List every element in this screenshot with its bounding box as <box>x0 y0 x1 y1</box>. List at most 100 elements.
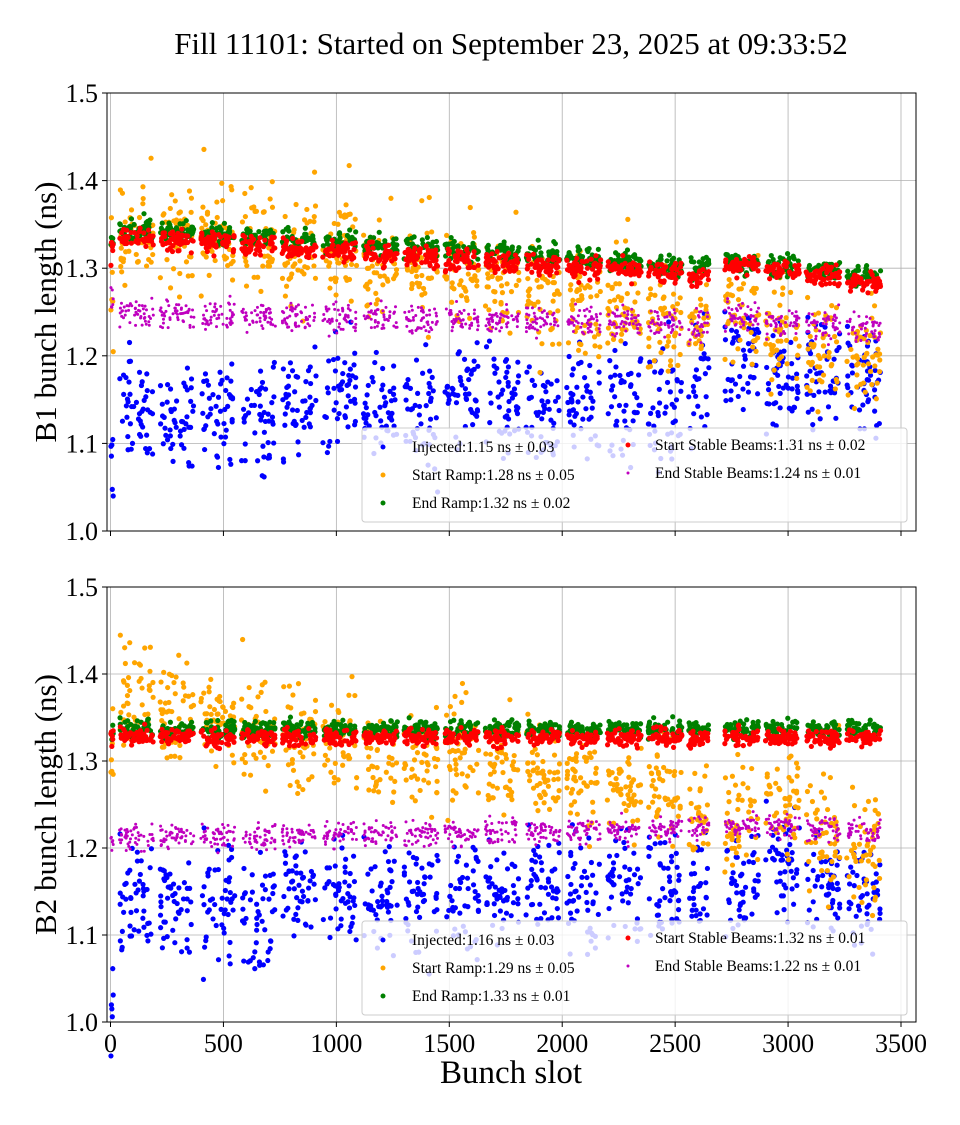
data-point <box>613 323 616 326</box>
data-point <box>724 325 727 328</box>
data-point <box>546 312 549 315</box>
data-point <box>596 354 601 359</box>
data-point <box>613 250 618 255</box>
data-point <box>615 332 618 335</box>
data-point <box>622 379 627 384</box>
data-point <box>706 315 709 318</box>
data-point <box>434 907 439 912</box>
data-point <box>733 381 738 386</box>
data-point <box>770 421 775 426</box>
data-point <box>628 322 631 325</box>
data-point <box>226 879 231 884</box>
data-point <box>609 404 614 409</box>
data-point <box>623 321 626 324</box>
data-point <box>596 370 601 375</box>
data-point <box>505 246 510 251</box>
data-point <box>536 238 541 243</box>
data-point <box>184 311 187 314</box>
data-point <box>859 339 862 342</box>
data-point <box>599 330 602 333</box>
data-point <box>110 270 115 275</box>
data-point <box>623 261 628 266</box>
x-tick-label: 1500 <box>423 1029 475 1058</box>
data-point <box>216 395 221 400</box>
data-point <box>135 233 140 238</box>
data-point <box>537 370 542 375</box>
data-point <box>665 315 668 318</box>
data-point <box>730 359 735 364</box>
data-point <box>185 365 190 370</box>
data-point <box>378 904 383 909</box>
data-point <box>531 306 534 309</box>
y-tick-label: 1.3 <box>66 747 99 776</box>
data-point <box>291 933 296 938</box>
data-point <box>698 302 703 307</box>
data-point <box>232 893 237 898</box>
y-tick-label: 1.1 <box>66 429 99 458</box>
data-point <box>159 306 162 309</box>
data-point <box>575 399 580 404</box>
data-point <box>671 344 676 349</box>
data-point <box>658 350 663 355</box>
data-point <box>343 256 348 261</box>
data-point <box>226 857 231 862</box>
data-point <box>543 319 546 322</box>
data-point <box>349 309 352 312</box>
data-point <box>258 369 263 374</box>
data-point <box>795 310 798 313</box>
data-point <box>147 446 152 451</box>
data-point <box>403 257 408 262</box>
data-point <box>505 308 508 311</box>
data-point <box>583 351 588 356</box>
data-point <box>433 258 438 263</box>
data-point <box>550 280 555 285</box>
data-point <box>250 872 255 877</box>
data-point <box>536 317 539 320</box>
data-point <box>687 272 692 277</box>
data-point <box>500 388 505 393</box>
data-point <box>577 322 580 325</box>
data-point <box>816 310 821 315</box>
data-point <box>361 411 366 416</box>
data-point <box>271 323 274 326</box>
data-point <box>694 335 697 338</box>
data-point <box>208 406 213 411</box>
data-point <box>581 259 586 264</box>
data-point <box>138 225 143 230</box>
data-point <box>162 318 165 321</box>
data-point <box>202 317 205 320</box>
data-point <box>456 854 461 859</box>
data-point <box>650 405 655 410</box>
data-point <box>811 393 816 398</box>
data-point <box>363 314 366 317</box>
data-point <box>241 958 246 963</box>
data-point <box>389 398 394 403</box>
data-point <box>611 333 614 336</box>
data-point <box>652 369 657 374</box>
data-point <box>239 458 244 463</box>
data-point <box>547 273 552 278</box>
data-point <box>873 332 876 335</box>
data-point <box>267 453 272 458</box>
data-point <box>122 882 127 887</box>
data-point <box>754 320 757 323</box>
data-point <box>141 324 144 327</box>
data-point <box>494 366 499 371</box>
data-point <box>367 316 370 319</box>
data-point <box>784 382 789 387</box>
data-point <box>693 394 698 399</box>
data-point <box>108 263 113 268</box>
data-point <box>343 415 348 420</box>
data-point <box>827 388 832 393</box>
data-point <box>335 885 340 890</box>
data-point <box>637 257 642 262</box>
data-point <box>605 340 610 345</box>
data-point <box>327 260 332 265</box>
data-point <box>128 895 133 900</box>
data-point <box>554 270 559 275</box>
x-tick-label: 3000 <box>762 1029 814 1058</box>
data-point <box>145 219 150 224</box>
data-point <box>292 886 297 891</box>
data-point <box>204 305 207 308</box>
